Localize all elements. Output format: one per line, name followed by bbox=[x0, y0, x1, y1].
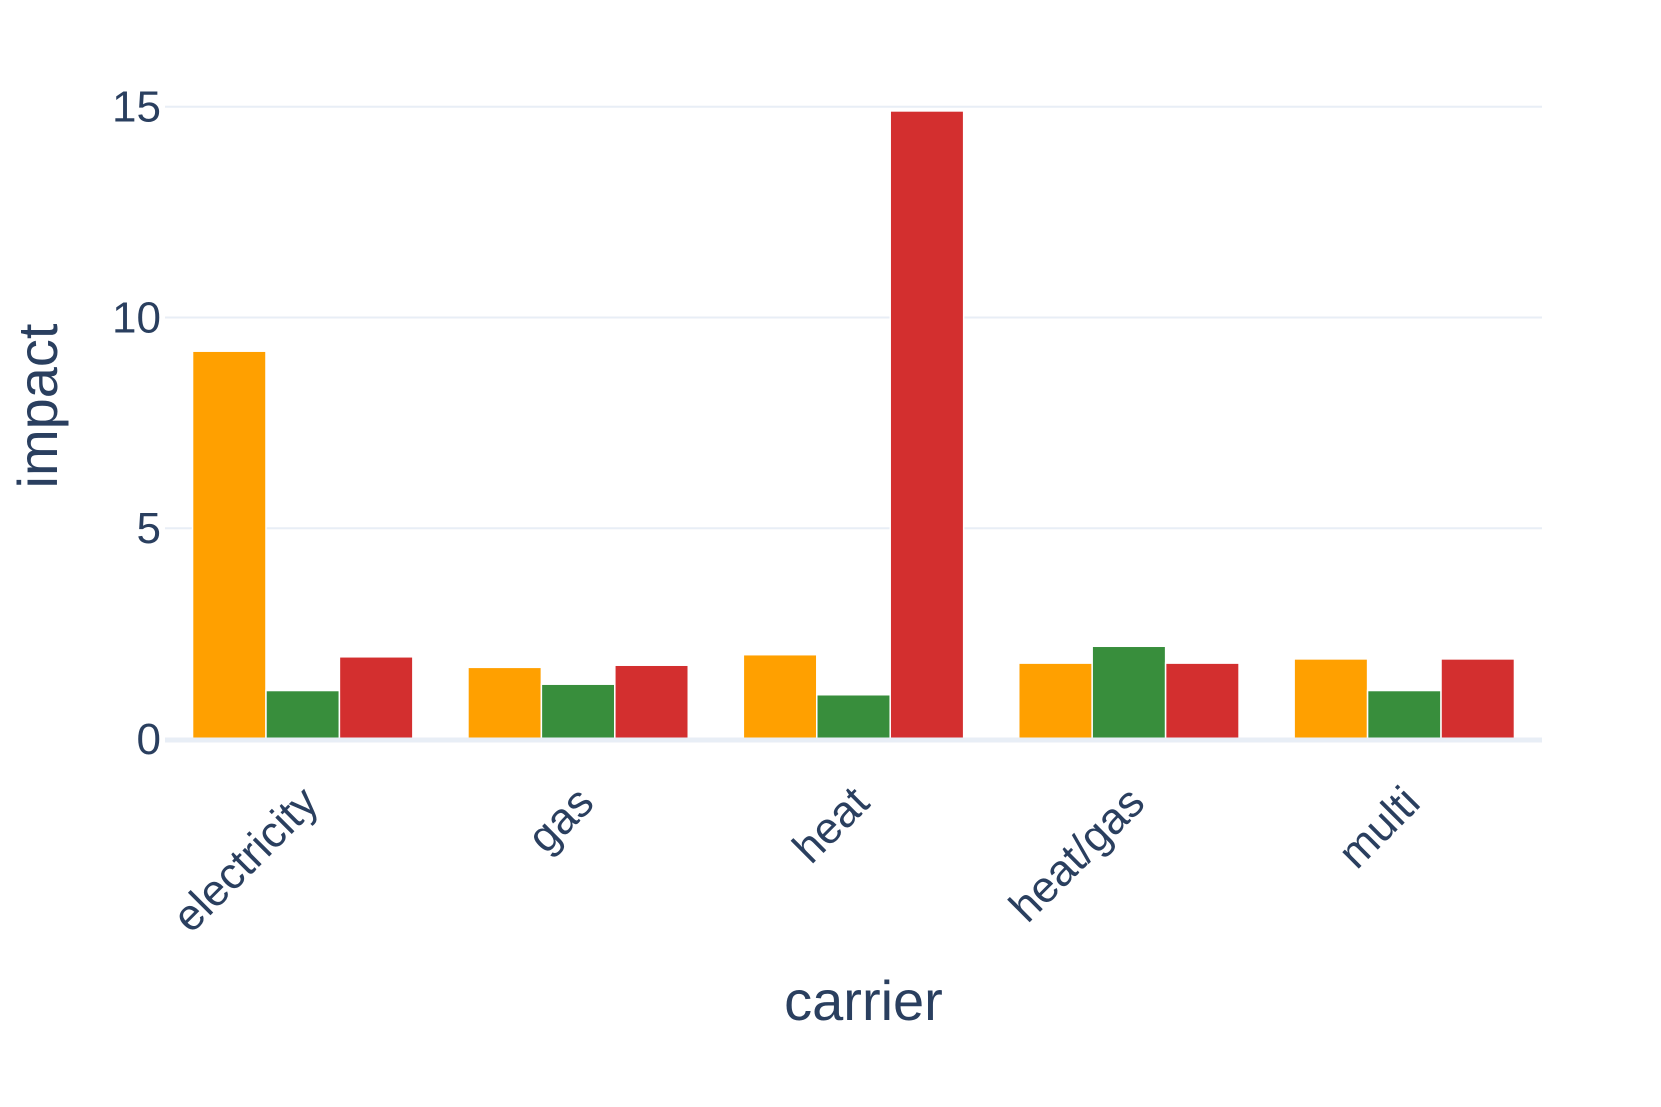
y-tick-label: 0 bbox=[137, 715, 161, 764]
bar-gas-series-1 bbox=[467, 666, 543, 740]
bar-multi-series-2 bbox=[1366, 689, 1442, 740]
bar-multi-series-3 bbox=[1440, 658, 1516, 740]
x-tick-labels: electricity gas heat heat/gas multi bbox=[163, 777, 1429, 941]
bar-multi-series-1 bbox=[1293, 658, 1369, 740]
bar-heat-series-3 bbox=[889, 110, 965, 740]
x-tick-label: gas bbox=[518, 777, 603, 862]
y-tick-labels: 0 5 10 15 bbox=[112, 83, 161, 764]
bar-heat-gas-series-2 bbox=[1091, 645, 1167, 740]
x-tick-label: multi bbox=[1329, 777, 1429, 877]
x-axis-title: carrier bbox=[784, 969, 943, 1032]
gridlines bbox=[165, 105, 1542, 530]
x-tick-label: electricity bbox=[163, 777, 327, 941]
bar-electricity-series-3 bbox=[338, 656, 414, 740]
y-tick-label: 10 bbox=[112, 293, 161, 342]
y-tick-label: 15 bbox=[112, 83, 161, 132]
y-tick-label: 5 bbox=[137, 504, 161, 553]
bar-heat-series-1 bbox=[742, 653, 818, 740]
bar-gas-series-3 bbox=[614, 664, 690, 740]
bar-electricity-series-2 bbox=[265, 689, 341, 740]
bar-electricity-series-1 bbox=[191, 350, 267, 740]
bar-heat-gas-series-3 bbox=[1164, 662, 1240, 740]
bar-gas-series-2 bbox=[540, 683, 616, 740]
x-tick-label: heat bbox=[783, 777, 878, 872]
x-tick-label: heat/gas bbox=[1000, 777, 1154, 931]
bar-heat-gas-series-1 bbox=[1017, 662, 1093, 740]
y-axis-title: impact bbox=[6, 323, 69, 488]
bar-heat-series-2 bbox=[816, 693, 891, 740]
bars bbox=[191, 110, 1516, 740]
